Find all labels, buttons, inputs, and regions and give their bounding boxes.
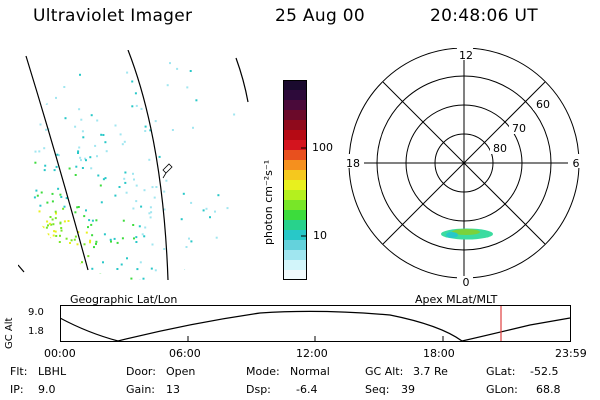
gain-value: 13 <box>166 383 180 396</box>
filter-label: Flt: <box>10 365 28 378</box>
altitude-min-label: 1.8 <box>28 326 44 337</box>
mode-value: Normal <box>290 365 330 378</box>
apex-panel-label: Apex MLat/MLT <box>415 293 498 306</box>
time-tick-0000: 00:00 <box>44 347 76 360</box>
gc-alt-value: 3.7 Re <box>413 365 448 378</box>
colorbar-step <box>283 210 307 221</box>
longitude-line <box>235 57 249 103</box>
colorbar-step <box>283 230 307 241</box>
lat-label-80: 80 <box>493 142 507 155</box>
door-label: Door: <box>126 365 156 378</box>
mlt-label-18: 18 <box>346 157 360 170</box>
colorbar-step <box>283 100 307 111</box>
door-value: Open <box>166 365 196 378</box>
colorbar-step <box>283 220 307 231</box>
geographic-image <box>18 50 249 281</box>
lat-label-60: 60 <box>536 98 550 111</box>
ip-label: IP: <box>10 383 24 396</box>
glon-value: 68.8 <box>536 383 561 396</box>
colorbar-step <box>283 150 307 161</box>
mlt-label-6: 6 <box>573 157 580 170</box>
sun-marker-icon <box>162 163 173 179</box>
auroral-oval-emission <box>441 228 493 240</box>
altitude-curve <box>60 310 571 342</box>
colorbar-step <box>283 260 307 271</box>
colorbar-tick-10: 10 <box>313 229 327 242</box>
altitude-max-label: 9.0 <box>28 307 44 318</box>
colorbar-step <box>283 170 307 181</box>
colorbar-step <box>283 250 307 261</box>
polar-mlt-plot: 12 0 18 6 60 70 80 <box>344 48 584 288</box>
gain-label: Gain: <box>126 383 155 396</box>
colorbar-unit-label: photon cm⁻²s⁻¹ <box>262 159 275 245</box>
altitude-axis-label: GC Alt <box>4 317 15 349</box>
filter-value: LBHL <box>38 365 67 378</box>
auroral-emission <box>26 57 236 280</box>
seq-value: 39 <box>401 383 415 396</box>
colorbar-step <box>283 90 307 101</box>
mode-label: Mode: <box>246 365 280 378</box>
ip-value: 9.0 <box>38 383 56 396</box>
time-tick-0600: 06:00 <box>169 347 201 360</box>
colorbar-step <box>283 190 307 201</box>
time-tick-1800: 18:00 <box>423 347 455 360</box>
geographic-panel-label: Geographic Lat/Lon <box>70 293 178 306</box>
altitude-strip-plot <box>60 305 571 342</box>
colorbar-step <box>283 130 307 141</box>
colorbar-step <box>283 160 307 171</box>
time-tick-1200: 12:00 <box>296 347 328 360</box>
colorbar-step <box>283 120 307 131</box>
colorbar-step <box>283 80 307 91</box>
time-tick-2359: 23:59 <box>555 347 587 360</box>
lat-label-70: 70 <box>512 122 526 135</box>
glat-value: -52.5 <box>530 365 559 378</box>
instrument-title: Ultraviolet Imager <box>33 6 193 26</box>
colorbar-step <box>283 110 307 121</box>
longitude-line <box>18 264 25 273</box>
colorbar-tick-100: 100 <box>312 141 333 154</box>
longitude-line <box>127 50 169 281</box>
colorbar-step <box>283 270 307 280</box>
mlt-label-0: 0 <box>463 276 470 288</box>
time-label: 20:48:06 UT <box>430 6 538 26</box>
dsp-label: Dsp: <box>246 383 271 396</box>
diagonal-line <box>382 81 546 245</box>
gc-alt-label: GC Alt: <box>365 365 404 378</box>
mlt-label-12: 12 <box>459 49 473 62</box>
glat-label: GLat: <box>486 365 516 378</box>
dsp-value: -6.4 <box>296 383 318 396</box>
colorbar-step <box>283 140 307 151</box>
colorbar-step <box>283 240 307 251</box>
date-label: 25 Aug 00 <box>275 6 365 26</box>
colorbar-step <box>283 200 307 211</box>
colorbar <box>283 80 307 280</box>
seq-label: Seq: <box>365 383 390 396</box>
glon-label: GLon: <box>486 383 518 396</box>
longitude-line <box>25 55 89 271</box>
colorbar-step <box>283 180 307 191</box>
